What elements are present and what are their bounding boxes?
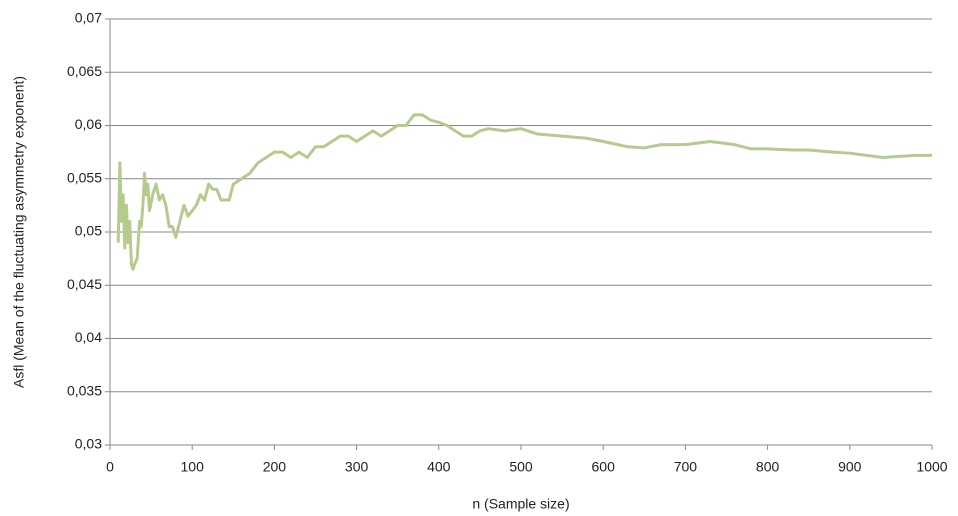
x-tick-label: 700 <box>674 459 698 475</box>
y-tick-label: 0,05 <box>75 223 102 239</box>
y-tick-label: 0,03 <box>75 436 102 452</box>
y-tick-label: 0,055 <box>67 169 102 185</box>
x-tick-label: 1000 <box>916 459 947 475</box>
x-tick-label: 300 <box>345 459 369 475</box>
y-tick-label: 0,04 <box>75 329 102 345</box>
y-tick-label: 0,035 <box>67 382 102 398</box>
x-tick-label: 0 <box>106 459 114 475</box>
x-tick-label: 800 <box>756 459 780 475</box>
x-tick-label: 500 <box>509 459 533 475</box>
y-tick-label: 0,07 <box>75 10 102 26</box>
x-tick-label: 400 <box>427 459 451 475</box>
y-axis-title: Asfl (Mean of the fluctuating asymmetry … <box>11 76 27 388</box>
data-line <box>116 113 932 271</box>
x-tick-label: 600 <box>592 459 616 475</box>
x-tick-label: 200 <box>263 459 287 475</box>
y-tick-label: 0,065 <box>67 63 102 79</box>
x-tick-label: 900 <box>838 459 862 475</box>
y-tick-label: 0,045 <box>67 276 102 292</box>
x-axis-title: n (Sample size) <box>472 496 569 512</box>
y-tick-label: 0,06 <box>75 116 102 132</box>
x-tick-label: 100 <box>181 459 205 475</box>
